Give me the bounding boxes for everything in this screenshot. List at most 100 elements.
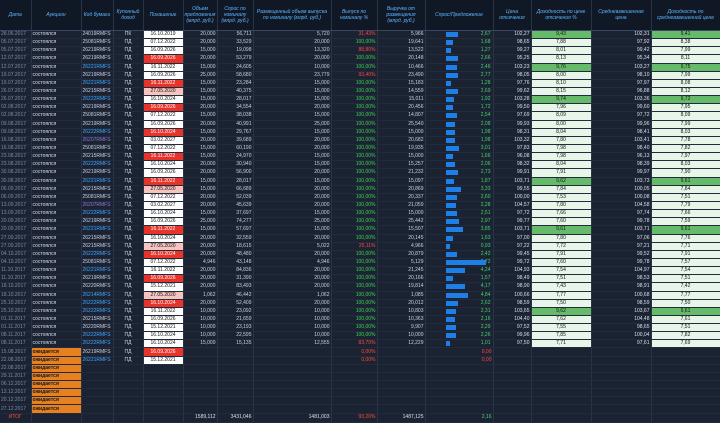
table-row[interactable]: 27.09.2017 состоялся 26215RMFS ПД 27.05.2020… [0, 242, 720, 251]
cutoff-yield-cell: 7,66 [531, 209, 592, 219]
table-row[interactable]: 05.07.2017 состоялся 26219RMFS ПД 16.09.2026… [0, 46, 720, 56]
column-header[interactable]: Спрос/Предложение [425, 0, 494, 31]
table-row[interactable]: 13.09.2017 состоялся 26222RMFS ПД 16.10.2024… [0, 209, 720, 219]
table-row[interactable]: 25.10.2017 состоялся 26222RMFS ПД 16.11.2022… [0, 307, 720, 316]
table-row[interactable]: 19.07.2017 состоялся 26219RMFS ПД 16.09.2026… [0, 71, 720, 80]
table-row[interactable]: 19.07.2017 состоялся 26221RMFS ПД 16.11.2022… [0, 79, 720, 88]
value-cell [253, 380, 332, 390]
table-row[interactable]: 22.08.2017 ожидается [0, 364, 720, 373]
table-row[interactable]: 09.08.2017 состоялся 26222RMFS ПД 16.10.2024… [0, 128, 720, 137]
table-row[interactable]: 05.07.2017 состоялся 25081RMFS ПД 07.12.2022… [0, 38, 720, 48]
table-row[interactable]: 30.08.2017 состоялся 26219RMFS ПД 16.09.2026… [0, 168, 720, 178]
cutoff-yield-cell: 7,98 [531, 152, 592, 162]
demand-offer-ratio-cell: 2,54 [425, 111, 494, 121]
table-row[interactable]: 18.10.2017 состоялся 26214RMFS ПД 27.05.2020… [0, 291, 720, 300]
table-row[interactable]: 01.11.2017 состоялся 26220RMFS ПД 15.12.2021… [0, 323, 720, 333]
bond-code-cell: 26222RMFS [81, 160, 114, 170]
maturity-cell [143, 380, 184, 390]
value-cell [217, 347, 254, 357]
column-header[interactable]: Доходность по средневзвешенной цене [651, 0, 720, 31]
coupon-type-cell: ПД [113, 71, 144, 80]
table-row[interactable]: 04.10.2017 состоялся 26222RMFS ПД 16.10.2024… [0, 250, 720, 259]
bond-code-cell: 26221RMFS [81, 177, 114, 186]
table-row[interactable]: 01.11.2017 состоялся 26215RMFS ПД 16.09.2026… [0, 315, 720, 325]
value-cell [253, 364, 332, 373]
table-row[interactable]: 28.06.2017 состоялся 24019RMFS ПК 16.10.2019… [0, 30, 720, 40]
column-header[interactable]: Размещенный объем выпуска по номиналу (м… [253, 0, 332, 31]
table-row[interactable]: 23.08.2017 состоялся 26215RMFS ПД 16.11.2022… [0, 152, 720, 162]
table-row[interactable]: 30.08.2017 состоялся 26221RMFS ПД 16.11.2022… [0, 177, 720, 186]
value-cell [253, 356, 332, 365]
table-row[interactable]: 15.08.2017 ожидается 26219RMFS ПД 16.09.2026… [0, 347, 720, 357]
value-cell: 20,000 [183, 250, 218, 259]
table-row[interactable]: 27.09.2017 состоялся 26215RMFS ПД 16.10.2024… [0, 234, 720, 243]
price-cell: 100,66 [493, 291, 532, 300]
table-row[interactable]: 11.10.2017 состоялся 26221RMFS ПД 16.11.2022… [0, 266, 720, 276]
table-row[interactable]: 04.10.2017 состоялся 25081RMFS ПД 07.12.2022… [0, 258, 720, 268]
column-header[interactable]: Дата [0, 0, 32, 31]
column-header[interactable]: Спрос по номиналу (млрд. руб.) [217, 0, 254, 31]
maturity-cell: 16.10.2019 [143, 30, 184, 40]
table-row[interactable]: 13.12.2017 ожидается [0, 388, 720, 398]
price-cell: 96,13 [591, 152, 652, 162]
price-cell: 97,61 [591, 339, 652, 349]
table-row[interactable]: 12.07.2017 состоялся 26219RMFS ПД 16.09.2026… [0, 54, 720, 64]
demand-offer-bar [445, 129, 455, 135]
column-header[interactable]: Объем предложения (млрд. руб.) [183, 0, 218, 31]
placement-pct-cell: 0,00% [331, 347, 378, 357]
table-row[interactable]: 02.08.2017 состоялся 25081RMFS ПД 07.12.2022… [0, 111, 720, 121]
table-row[interactable]: 12.07.2017 состоялся 26221RMFS ПД 16.11.2022… [0, 63, 720, 72]
table-row[interactable]: 26.07.2017 состоялся 26222RMFS ПД 16.10.2024… [0, 95, 720, 105]
price-cell: 103,41 [591, 136, 652, 145]
auction-status-cell: состоялся [31, 103, 82, 113]
column-header[interactable]: Аукцион [31, 0, 82, 31]
column-header[interactable]: Средневзвешенная цена [591, 0, 652, 31]
table-row[interactable]: 13.09.2017 состоялся 26207RMFS ПД 03.02.2027… [0, 201, 720, 211]
column-header[interactable]: Выпуск по номиналу % [331, 0, 378, 31]
cutoff-yield-cell: 7,54 [531, 266, 592, 276]
table-row[interactable]: 06.12.2017 ожидается [0, 380, 720, 390]
demand-offer-bar [445, 88, 458, 94]
value-cell: 5,129 [377, 258, 426, 268]
table-row[interactable]: 22.08.2017 ожидается 26221RMFS ПД 15.12.2021… [0, 356, 720, 365]
table-row[interactable]: 23.08.2017 состоялся 26222RMFS ПД 16.10.2024… [0, 160, 720, 170]
table-row[interactable]: 09.08.2017 состоялся 26219RMFS ПД 16.09.2026… [0, 120, 720, 129]
value-cell: 20,000 [183, 168, 218, 178]
table-row[interactable]: 29.11.2017 ожидается [0, 372, 720, 382]
table-row[interactable]: 20.09.2017 состоялся 26221RMFS ПД 16.11.2022… [0, 225, 720, 235]
placement-pct-cell: 100,00% [331, 103, 378, 113]
value-cell: 25,540 [377, 120, 426, 129]
table-row[interactable]: 08.11.2017 состоялся 26222RMFS ПД 16.10.2024… [0, 339, 720, 349]
column-header[interactable]: Выручка от размещения (млрд. руб.) [377, 0, 426, 31]
value-cell: 46,442 [217, 291, 254, 300]
table-row[interactable]: 27.12.2017 ожидается [0, 404, 720, 414]
column-header[interactable]: Цена отсечения [493, 0, 532, 31]
price-cell [493, 347, 532, 357]
table-row[interactable]: 25.10.2017 состоялся 26222RMFS ПД 16.10.2024… [0, 299, 720, 308]
table-row[interactable]: 11.10.2017 состоялся 26219RMFS ПД 16.09.2026… [0, 274, 720, 284]
table-row[interactable]: 08.11.2017 состоялся 26222RMFS ПД 16.10.2024… [0, 331, 720, 341]
table-row[interactable]: 02.08.2017 состоялся 26219RMFS ПД 16.09.2026… [0, 103, 720, 113]
table-row[interactable]: 06.09.2017 состоялся 26215RMFS ПД 27.05.2020… [0, 185, 720, 194]
price-cell: 96,08 [493, 152, 532, 162]
table-row[interactable]: 16.08.2017 состоялся 26207RMFS ПД 03.02.2027… [0, 136, 720, 145]
placement-pct-cell: 93,40% [331, 71, 378, 80]
column-header[interactable]: Код бумаги [81, 0, 114, 31]
weighted-yield-cell: 7,76 [651, 234, 720, 243]
table-row[interactable]: 26.07.2017 состоялся 26215RMFS ПД 27.05.2020… [0, 87, 720, 97]
table-row[interactable]: 20.09.2017 состоялся 26219RMFS ПД 16.09.2026… [0, 217, 720, 227]
column-header[interactable]: Погашение [143, 0, 184, 31]
bond-code-cell: 26219RMFS [81, 71, 114, 80]
date-cell: 25.10.2017 [0, 307, 32, 316]
column-header[interactable]: Купонный доход [113, 0, 144, 31]
demand-offer-ratio-cell: 1,63 [425, 234, 494, 243]
maturity-cell: 27.05.2020 [143, 87, 184, 97]
totals-ratio: 2,16 [425, 412, 494, 423]
cutoff-yield-cell: 7,77 [531, 291, 592, 300]
price-cell: 99,72 [493, 258, 532, 268]
coupon-type-cell: ПД [113, 63, 144, 72]
table-row[interactable]: 06.09.2017 состоялся 25081RMFS ПД 07.12.2022… [0, 193, 720, 202]
column-header[interactable]: Доходность по цене отсечения % [531, 0, 592, 31]
table-row[interactable]: 18.10.2017 состоялся 26220RMFS ПД 15.12.2021… [0, 282, 720, 292]
table-row[interactable]: 16.08.2017 состоялся 25081RMFS ПД 07.12.2022… [0, 144, 720, 154]
